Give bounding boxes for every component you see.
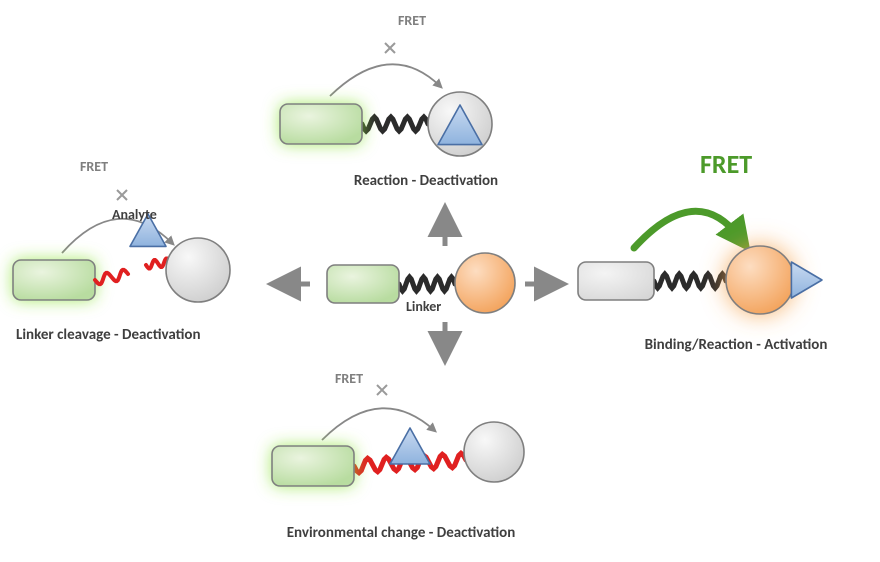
fret-blocked-x <box>385 43 395 53</box>
fret-label-left: FRET <box>80 158 108 175</box>
fret-label-top: FRET <box>398 12 426 29</box>
right-donor <box>578 262 654 300</box>
right-analyte <box>791 262 822 298</box>
left-linker-frag1 <box>95 270 128 284</box>
fret-label-bottom: FRET <box>335 370 363 387</box>
top-linker <box>362 117 428 131</box>
caption-top: Reaction - Deactivation <box>286 172 566 190</box>
caption-left: Linker cleavage - Deactivation <box>16 326 256 344</box>
bottom-acceptor <box>464 422 524 482</box>
bottom-donor <box>272 446 354 486</box>
left-donor <box>13 260 95 300</box>
bottom-analyte <box>390 428 430 464</box>
fret-blocked-x <box>377 385 387 395</box>
center-acceptor <box>455 253 515 313</box>
fret-arc-active <box>634 211 740 248</box>
right-acceptor <box>726 246 794 314</box>
caption-right: Binding/Reaction - Activation <box>606 336 866 354</box>
linker-label: Linker <box>406 298 441 315</box>
fret-blocked-x <box>117 190 127 200</box>
fret-label-right: FRET <box>700 148 752 180</box>
caption-bottom: Environmental change - Deactivation <box>256 524 546 542</box>
center-linker <box>399 277 455 291</box>
fret-arc <box>330 64 440 96</box>
top-donor <box>280 104 362 144</box>
fret-arc <box>322 408 434 440</box>
center-donor <box>327 265 399 303</box>
analyte-label: Analyte <box>112 206 157 223</box>
right-linker <box>654 274 726 288</box>
left-acceptor <box>166 238 230 302</box>
